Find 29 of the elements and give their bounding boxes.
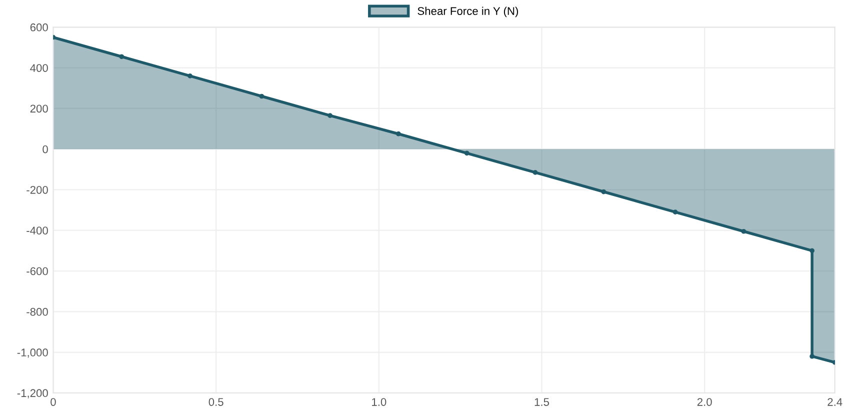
point	[741, 228, 746, 234]
y-tick-label: -800	[26, 308, 48, 316]
point	[188, 74, 192, 78]
y-tick-label: -1,200	[17, 389, 48, 398]
x-tick-label: 0.5	[208, 398, 224, 406]
x-tick-label: 0	[50, 398, 56, 406]
y-tick-label: 0	[42, 145, 48, 154]
y-tick-label: 200	[30, 104, 48, 113]
legend-label: Shear Force in Y (N)	[418, 6, 518, 18]
point	[532, 170, 538, 175]
point	[328, 113, 332, 118]
point	[464, 150, 470, 156]
point	[396, 131, 401, 136]
y-tick-label: -600	[26, 267, 48, 276]
x-tick-label: 2.4	[828, 398, 842, 406]
y-tick-label: 400	[30, 64, 48, 72]
y-tick-label: 600	[30, 23, 48, 32]
point	[810, 248, 814, 254]
point	[119, 54, 124, 60]
point	[601, 189, 606, 194]
x-tick-label: 1.0	[372, 398, 386, 406]
point	[810, 354, 814, 359]
x-tick-label: 1.5	[534, 398, 550, 406]
point	[672, 210, 678, 215]
y-tick-label: -200	[26, 186, 48, 194]
point	[259, 94, 264, 99]
y-tick-label: -1,000	[17, 348, 48, 358]
x-tick-label: 2.0	[697, 398, 712, 406]
y-tick-label: -400	[26, 226, 48, 234]
